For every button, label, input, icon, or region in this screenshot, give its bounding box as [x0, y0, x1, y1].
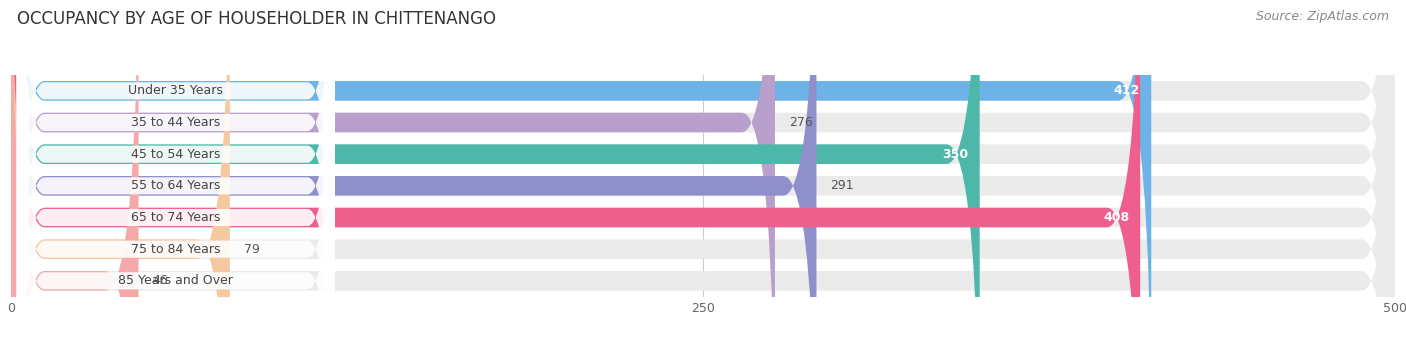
Text: 276: 276	[789, 116, 813, 129]
FancyBboxPatch shape	[11, 0, 139, 341]
FancyBboxPatch shape	[11, 0, 1395, 341]
Text: 85 Years and Over: 85 Years and Over	[118, 275, 233, 287]
FancyBboxPatch shape	[17, 0, 335, 341]
FancyBboxPatch shape	[17, 0, 335, 341]
FancyBboxPatch shape	[11, 0, 1152, 341]
FancyBboxPatch shape	[17, 0, 335, 341]
FancyBboxPatch shape	[11, 0, 1395, 341]
FancyBboxPatch shape	[11, 0, 1395, 341]
FancyBboxPatch shape	[17, 0, 335, 341]
FancyBboxPatch shape	[11, 0, 1140, 341]
Text: 65 to 74 Years: 65 to 74 Years	[131, 211, 221, 224]
Text: 75 to 84 Years: 75 to 84 Years	[131, 243, 221, 256]
FancyBboxPatch shape	[11, 0, 1395, 341]
Text: 412: 412	[1114, 84, 1140, 97]
Text: 46: 46	[152, 275, 169, 287]
FancyBboxPatch shape	[11, 0, 817, 341]
Text: Source: ZipAtlas.com: Source: ZipAtlas.com	[1256, 10, 1389, 23]
FancyBboxPatch shape	[17, 0, 335, 341]
FancyBboxPatch shape	[11, 0, 775, 341]
Text: OCCUPANCY BY AGE OF HOUSEHOLDER IN CHITTENANGO: OCCUPANCY BY AGE OF HOUSEHOLDER IN CHITT…	[17, 10, 496, 28]
Text: 291: 291	[831, 179, 853, 192]
FancyBboxPatch shape	[17, 0, 335, 341]
FancyBboxPatch shape	[11, 0, 1395, 341]
Text: 35 to 44 Years: 35 to 44 Years	[131, 116, 221, 129]
Text: Under 35 Years: Under 35 Years	[128, 84, 224, 97]
FancyBboxPatch shape	[11, 0, 229, 341]
Text: 45 to 54 Years: 45 to 54 Years	[131, 148, 221, 161]
FancyBboxPatch shape	[17, 0, 335, 341]
Text: 55 to 64 Years: 55 to 64 Years	[131, 179, 221, 192]
FancyBboxPatch shape	[11, 0, 1395, 341]
FancyBboxPatch shape	[11, 0, 1395, 341]
Text: 350: 350	[942, 148, 969, 161]
Text: 79: 79	[243, 243, 260, 256]
Text: 408: 408	[1102, 211, 1129, 224]
FancyBboxPatch shape	[11, 0, 980, 341]
